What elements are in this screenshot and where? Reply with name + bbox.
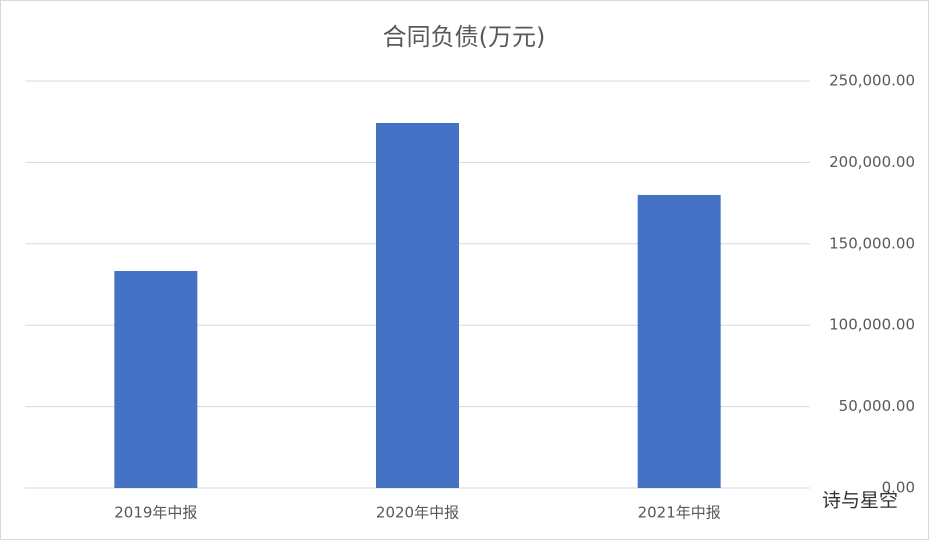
y-tick-label: 200,000.00: [829, 153, 915, 171]
y-tick-label: 50,000.00: [839, 397, 915, 415]
watermark: 诗与星空: [822, 490, 898, 512]
y-tick-label: 0.00: [882, 479, 915, 497]
chart-title: 合同负债(万元): [383, 23, 546, 51]
x-tick-label: 2021年中报: [638, 504, 721, 522]
y-tick-label: 150,000.00: [829, 234, 915, 252]
x-tick-label: 2020年中报: [376, 504, 459, 522]
bar: [114, 270, 198, 488]
y-tick-label: 100,000.00: [829, 316, 915, 334]
bar: [376, 123, 459, 488]
x-tick-label: 2019年中报: [114, 504, 197, 522]
bar: [637, 194, 721, 488]
y-tick-label: 250,000.00: [829, 72, 915, 90]
